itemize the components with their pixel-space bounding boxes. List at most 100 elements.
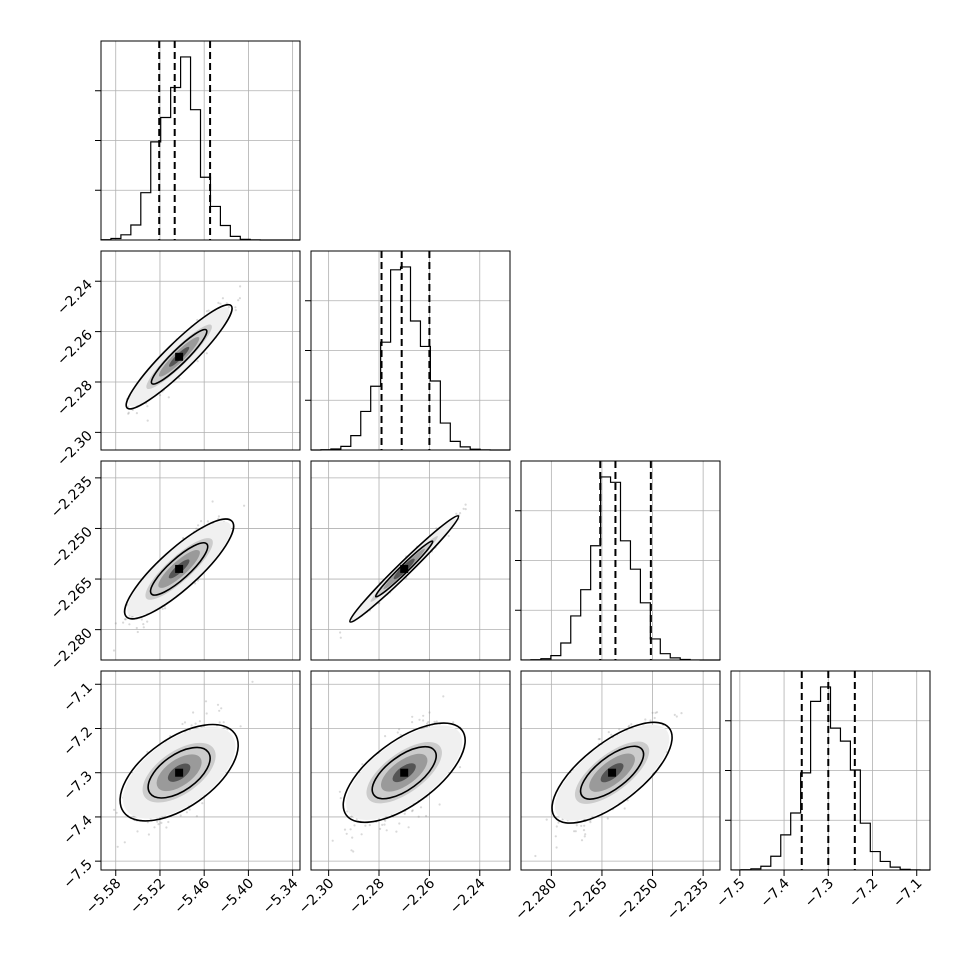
scatter-point [545, 818, 548, 821]
scatter-point [167, 396, 170, 399]
scatter-point [204, 700, 208, 703]
scatter-point [425, 814, 428, 818]
scatter-point [338, 790, 341, 793]
scatter-panel-3-2 [520, 670, 721, 871]
scatter-point [221, 297, 224, 300]
scatter-point [331, 839, 334, 842]
scatter-point [136, 830, 139, 833]
scatter-point [379, 827, 382, 831]
scatter-point [135, 626, 138, 630]
scatter-point [574, 830, 577, 833]
scatter-point [194, 722, 197, 725]
scatter-point [227, 306, 230, 309]
scatter-point [146, 405, 149, 408]
scatter-point [417, 815, 420, 818]
y-axis-2: −2.235−2.250−2.265−2.280 [48, 473, 101, 673]
scatter-point [352, 850, 355, 853]
scatter-point [183, 721, 187, 724]
contour-1-0-1 [125, 303, 233, 410]
scatter-point [113, 808, 116, 812]
x-tick-label-3-0: −7.5 [713, 876, 748, 911]
scatter-point [343, 828, 347, 831]
scatter-point [610, 733, 613, 736]
x-tick-label-1-0: −2.30 [296, 876, 338, 918]
panel-frame-2-1 [310, 460, 511, 661]
scatter-point [195, 815, 198, 818]
hist-panel-1 [305, 250, 511, 451]
scatter-point [458, 766, 462, 769]
contour-1-0-0 [150, 328, 208, 385]
scatter-point [115, 811, 118, 814]
scatter-point [433, 720, 436, 723]
scatter-point [146, 419, 149, 422]
scatter-point [234, 306, 237, 309]
scatter-point [459, 511, 462, 515]
scatter-point [219, 302, 222, 305]
scatter-point [165, 826, 168, 829]
hist-panel-0 [95, 40, 301, 241]
hist-step-3 [730, 686, 931, 871]
hist-step-0 [100, 56, 300, 241]
scatter-point [112, 649, 116, 652]
scatter-point [419, 806, 423, 809]
scatter-point [411, 721, 414, 724]
scatter-point [124, 618, 127, 621]
y-tick-label-2-2: −2.265 [48, 575, 96, 623]
x-tick-label-2-1: −2.265 [563, 876, 611, 924]
scatter-point [395, 830, 398, 833]
scatter-point [222, 721, 225, 724]
scatter-point [201, 802, 204, 805]
density-peak-3-0 [175, 768, 184, 777]
scatter-point [407, 826, 410, 829]
scatter-point [411, 809, 414, 812]
scatter-point [185, 811, 188, 814]
scatter-point [217, 301, 220, 304]
scatter-point [462, 507, 465, 510]
scatter-point [435, 720, 438, 723]
scatter-point [188, 808, 191, 811]
scatter-point [426, 722, 429, 725]
y-tick-label-1-0: −2.24 [54, 277, 96, 319]
scatter-panel-3-1 [310, 670, 511, 871]
x-tick-label-2-0: −2.280 [512, 876, 560, 924]
scatter-point [364, 824, 367, 827]
y-tick-label-1-3: −2.30 [54, 428, 96, 470]
scatter-point [196, 579, 199, 582]
scatter-point [345, 832, 348, 835]
contour-2-1-1 [349, 514, 460, 623]
scatter-point [128, 623, 131, 626]
scatter-point [618, 728, 621, 731]
scatter-point [164, 607, 167, 610]
scatter-point [339, 631, 342, 634]
scatter-point [181, 722, 184, 726]
hist-step-2 [520, 476, 721, 661]
scatter-point [584, 833, 587, 836]
y-tick-label-3-0: −7.1 [60, 680, 95, 715]
x-tick-label-0-2: −5.46 [171, 875, 213, 917]
x-tick-label-0-0: −5.58 [83, 876, 125, 918]
scatter-point [239, 725, 242, 728]
hist-frame-2 [520, 460, 721, 661]
scatter-point [649, 719, 652, 722]
scatter-point [442, 695, 445, 698]
scatter-point [136, 630, 139, 634]
density-peak-3-2 [608, 768, 617, 777]
hist-panel-3 [725, 670, 931, 871]
scatter-point [580, 824, 583, 828]
scatter-point [534, 854, 537, 858]
y-tick-label-1-1: −2.26 [54, 327, 96, 369]
hist-frame-3 [730, 670, 931, 871]
scatter-point [205, 352, 208, 355]
scatter-point [589, 821, 592, 824]
x-tick-label-1-3: −2.24 [447, 875, 489, 917]
scatter-point [384, 735, 387, 738]
scatter-point [218, 721, 221, 724]
scatter-point [403, 812, 406, 815]
contour-2-1-0 [374, 540, 434, 598]
x-tick-label-2-2: −2.250 [613, 876, 661, 924]
scatter-point [651, 711, 654, 714]
scatter-point [583, 824, 586, 827]
scatter-point [123, 841, 126, 844]
scatter-point [178, 377, 181, 380]
scatter-point [190, 724, 193, 727]
